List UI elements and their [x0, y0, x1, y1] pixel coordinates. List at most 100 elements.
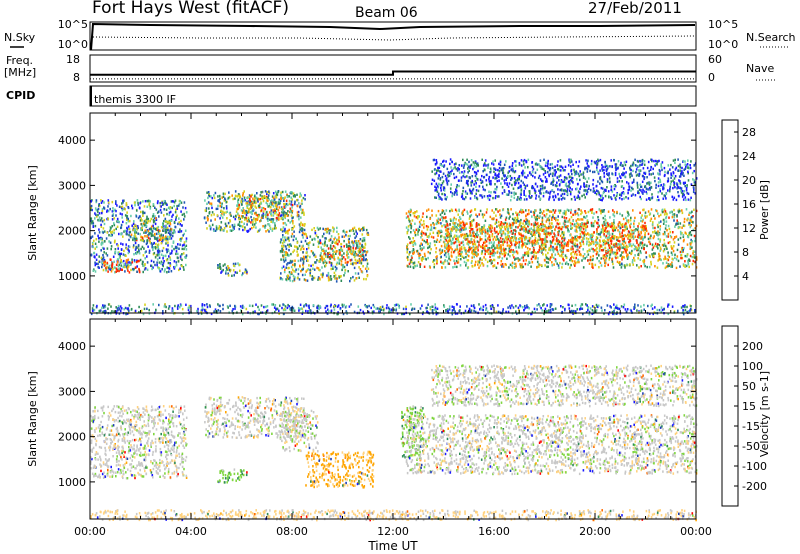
power-cell — [625, 246, 628, 249]
power-cell — [658, 215, 660, 218]
power-cell — [264, 208, 267, 211]
power-cell — [274, 211, 276, 215]
power-cell — [617, 239, 620, 242]
power-cell — [286, 263, 288, 266]
power-cell — [341, 268, 343, 272]
power-cell — [239, 269, 241, 272]
power-cell — [525, 214, 527, 217]
power-cell — [362, 250, 365, 253]
power-cell — [564, 219, 566, 222]
power-cell — [123, 199, 125, 202]
power-cell — [576, 212, 579, 215]
power-cell — [574, 245, 577, 248]
power-cell — [460, 258, 462, 261]
power-cell — [477, 253, 479, 256]
power-cell — [637, 244, 640, 247]
power-cell — [150, 217, 153, 221]
power-cell — [120, 264, 123, 267]
power-cell — [355, 235, 358, 238]
power-cell — [555, 246, 558, 249]
power-cell — [264, 226, 266, 229]
power-cell — [116, 269, 118, 273]
power-cell — [539, 250, 541, 253]
power-cell — [427, 208, 430, 211]
power-cell — [145, 221, 148, 224]
power-cell — [622, 229, 624, 232]
power-cell — [105, 252, 107, 255]
power-cell — [512, 212, 514, 216]
power-cell — [445, 229, 447, 232]
power-cell — [219, 267, 222, 270]
power-cell — [515, 225, 517, 229]
power-cell — [603, 239, 605, 242]
power-cell — [159, 208, 162, 212]
power-cell — [643, 160, 646, 163]
power-cell — [542, 253, 544, 256]
power-cell — [621, 262, 623, 265]
power-cell — [135, 252, 138, 255]
power-cell — [469, 222, 472, 225]
power-cell — [318, 241, 321, 244]
power-cell — [586, 215, 588, 218]
power-cell — [561, 262, 564, 266]
power-cell — [302, 231, 304, 234]
power-cell — [547, 261, 550, 264]
power-cell — [275, 226, 277, 230]
power-cell — [160, 234, 162, 237]
power-cell — [152, 203, 155, 206]
power-cell — [444, 249, 446, 253]
power-cell — [362, 258, 365, 262]
power-cell — [462, 240, 464, 243]
power-cell — [593, 242, 595, 246]
power-cell — [620, 224, 623, 227]
power-cell — [448, 262, 451, 265]
power-cell — [557, 215, 559, 218]
power-cell — [500, 234, 503, 237]
power-cell — [102, 227, 105, 230]
power-cell — [554, 195, 557, 199]
power-cell — [177, 222, 179, 226]
power-cell — [618, 225, 621, 228]
power-cell — [122, 235, 124, 238]
power-cell — [447, 244, 450, 248]
power-cell — [511, 264, 513, 267]
power-cell — [134, 231, 137, 234]
power-cell — [506, 238, 508, 241]
power-cell — [265, 211, 268, 214]
power-cell — [296, 204, 299, 208]
power-cell — [132, 238, 134, 242]
power-cell — [407, 228, 410, 231]
power-cell — [551, 222, 553, 225]
power-cell — [548, 219, 551, 222]
power-cell — [296, 211, 299, 214]
power-cell — [511, 266, 514, 269]
power-cell — [107, 209, 110, 213]
power-cell — [600, 249, 603, 252]
power-cell — [637, 257, 639, 260]
power-cell — [294, 259, 296, 262]
power-cell — [587, 259, 589, 262]
power-cell — [475, 246, 478, 249]
power-cell — [489, 250, 492, 253]
power-cell — [431, 214, 433, 217]
power-cell — [450, 254, 453, 257]
power-cell — [324, 259, 326, 263]
power-cell — [520, 208, 522, 212]
power-cell — [518, 246, 521, 249]
power-cell — [233, 274, 235, 277]
power-cell — [120, 232, 122, 235]
power-cell — [124, 270, 126, 273]
power-cell — [144, 267, 147, 270]
power-cell — [311, 275, 314, 278]
power-cell — [242, 228, 244, 232]
power-cell — [144, 257, 146, 260]
power-cell — [233, 223, 236, 226]
power-cell — [586, 240, 588, 243]
power-cell — [136, 265, 138, 268]
power-cell — [484, 229, 486, 232]
power-cell — [568, 230, 570, 233]
power-cell — [162, 234, 164, 237]
power-cell — [510, 195, 513, 198]
power-cell — [231, 224, 234, 227]
power-cell — [100, 238, 102, 241]
